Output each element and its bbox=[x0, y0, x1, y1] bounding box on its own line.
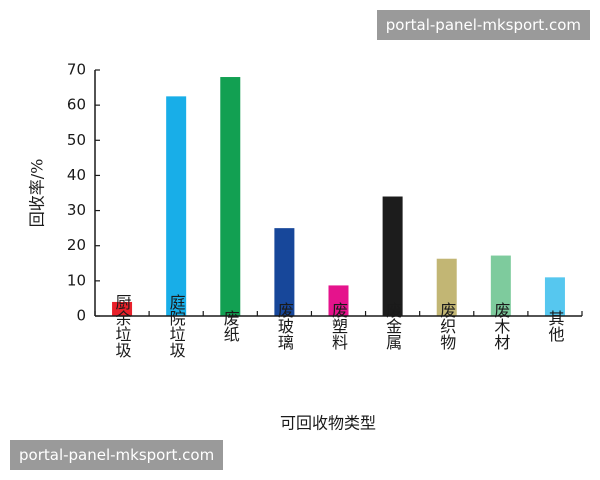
y-axis-title: 回收率/% bbox=[28, 159, 47, 228]
x-category-label: 废纸 bbox=[221, 310, 240, 343]
y-tick-label: 30 bbox=[67, 201, 86, 219]
bar-4 bbox=[274, 228, 295, 316]
y-tick-label: 20 bbox=[67, 236, 86, 254]
x-category-label: 庭院垃圾 bbox=[167, 294, 186, 358]
x-category-label: 废木材 bbox=[491, 302, 510, 350]
y-tick-label: 70 bbox=[67, 61, 86, 79]
bar-8 bbox=[490, 255, 511, 316]
y-tick-label: 0 bbox=[76, 307, 86, 325]
x-category-label: 废金属 bbox=[383, 302, 402, 350]
bar-7 bbox=[436, 258, 457, 316]
x-category-label: 其他 bbox=[545, 310, 564, 343]
bar-1 bbox=[112, 301, 133, 316]
x-axis-title: 可回收物类型 bbox=[280, 414, 376, 433]
x-category-label: 废塑料 bbox=[329, 302, 348, 350]
y-tick-label: 50 bbox=[67, 131, 86, 149]
bar-2 bbox=[166, 96, 187, 316]
y-tick-label: 60 bbox=[67, 96, 86, 114]
bar-3 bbox=[220, 77, 241, 317]
axes-group: 0 10 20 30 40 50 60 70 厨余垃圾 庭院垃圾 废纸 废玻璃 废塑料 废金属 废织物 废木材… bbox=[67, 61, 583, 358]
x-category-label: 废织物 bbox=[437, 302, 456, 351]
x-category-label: 废玻璃 bbox=[275, 302, 294, 350]
bars-group bbox=[112, 77, 565, 317]
y-tick-label: 10 bbox=[67, 271, 86, 289]
x-category-label: 厨余垃圾 bbox=[113, 294, 132, 358]
watermark-bottom: portal-panel-mksport.com bbox=[10, 440, 224, 470]
bar-5 bbox=[328, 285, 349, 316]
watermark-top: portal-panel-mksport.com bbox=[376, 10, 590, 40]
bar-9 bbox=[544, 277, 565, 316]
y-tick-label: 40 bbox=[67, 166, 86, 184]
bar-6 bbox=[382, 196, 403, 316]
